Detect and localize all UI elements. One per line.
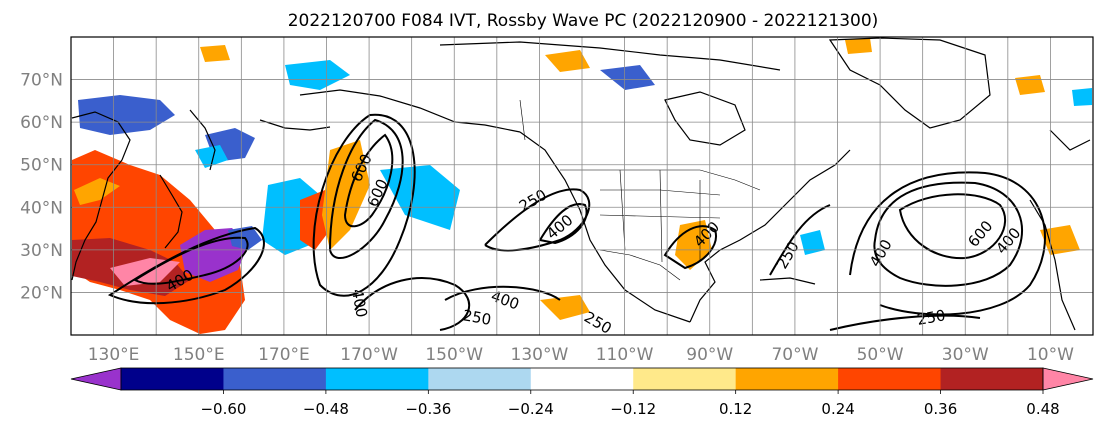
contour-atlantic-inner xyxy=(898,193,1006,260)
lat-tick-label: 70°N xyxy=(20,71,63,91)
contour-west-pacific-outer xyxy=(107,226,265,305)
shade-orange-sahara xyxy=(1040,225,1080,255)
lon-tick-label: 90°W xyxy=(686,345,733,365)
lon-tick-label: 10°W xyxy=(1027,345,1074,365)
ivt-shading xyxy=(72,38,1092,334)
lat-tick-label: 30°N xyxy=(20,241,63,261)
lon-tick-label: 70°W xyxy=(771,345,818,365)
political-borders xyxy=(519,99,761,281)
coast-europe xyxy=(1049,129,1091,151)
coast-arctic-islands xyxy=(439,41,781,71)
map-panel: 600 600 400 400 250 400 250 400 250 400 … xyxy=(70,36,1094,338)
shade-cyan-canada-north xyxy=(285,60,350,90)
contour-east-pacific-b xyxy=(444,285,561,301)
shade-cyan-europe xyxy=(1072,88,1092,106)
lat-tick-label: 50°N xyxy=(20,156,63,176)
shade-cyan-kamchatka xyxy=(195,145,228,168)
colorbar-tick-label: −0.24 xyxy=(508,400,554,418)
lon-tick-label: 110°W xyxy=(596,345,654,365)
colorbar-extend-high xyxy=(1042,367,1094,391)
coast-kamchatka xyxy=(189,109,216,171)
border-us-canada xyxy=(560,169,761,191)
colorbar-tick-label: −0.36 xyxy=(405,400,451,418)
colorbar-segment xyxy=(121,368,224,390)
lat-tick-label: 60°N xyxy=(20,113,63,133)
shade-orange-dateline xyxy=(322,140,370,250)
colorbar-tick-label: 0.36 xyxy=(924,400,957,418)
coast-alaska xyxy=(299,89,521,133)
lon-tick-label: 30°W xyxy=(942,345,989,365)
coast-north-america-west xyxy=(519,131,691,323)
shade-blue-arctic xyxy=(600,65,655,90)
coast-hudson xyxy=(664,91,746,146)
colorbar-segment xyxy=(223,368,327,390)
colorbar-frame xyxy=(120,367,1044,391)
shade-cyan-atlantic xyxy=(800,230,825,255)
colorbar-segment xyxy=(735,368,839,390)
coast-japan xyxy=(159,174,183,249)
shade-orange-east-pacific xyxy=(540,295,590,320)
border-alaska-canada xyxy=(519,99,526,141)
colorbar-tick-label: −0.48 xyxy=(303,400,349,418)
latitude-tick-labels: 70°N 60°N 50°N 40°N 30°N 20°N xyxy=(20,71,63,304)
map-frame xyxy=(70,36,1094,336)
lon-tick-label: 50°W xyxy=(857,345,904,365)
colorbar-tick-label: −0.60 xyxy=(200,400,246,418)
colorbar-segment xyxy=(325,368,429,390)
coast-aleutians xyxy=(259,119,331,131)
contour-dateline-outer xyxy=(312,113,416,297)
coast-caribbean xyxy=(759,277,816,285)
colorbar-segment xyxy=(838,368,942,390)
lon-tick-label: 170°W xyxy=(340,345,398,365)
contour-label: 250 xyxy=(916,306,947,329)
lat-tick-label: 20°N xyxy=(20,283,63,303)
shade-orange-alaska xyxy=(200,45,230,62)
contour-label: 400 xyxy=(348,288,371,319)
shade-orange-arctic xyxy=(545,50,590,72)
coast-asia xyxy=(71,111,131,281)
contour-east-pacific-a xyxy=(354,277,471,331)
colorbar-tick-label: 0.24 xyxy=(821,400,854,418)
coast-africa xyxy=(1029,199,1076,331)
lon-tick-label: 130°W xyxy=(511,345,569,365)
coast-greenland xyxy=(828,37,991,129)
colorbar-segment xyxy=(530,368,634,390)
longitude-tick-labels: 130°E 150°E 170°E 170°W 150°W 130°W 110°W 90°W 7… xyxy=(88,345,1074,365)
lon-tick-label: 170°E xyxy=(258,345,310,365)
border-us-mexico xyxy=(599,249,681,281)
colorbar-tick-label: −0.12 xyxy=(610,400,656,418)
colorbar-tick-label: 0.48 xyxy=(1026,400,1059,418)
graticule xyxy=(71,37,1093,335)
contour-gulf-alaska-400 xyxy=(538,203,588,245)
contour-label: 250 xyxy=(461,306,492,329)
contour-atlantic-west xyxy=(769,204,831,276)
colorbar-extend-low xyxy=(70,367,122,391)
shade-red-west-pacific xyxy=(72,150,245,334)
shade-orange-west-pacific xyxy=(74,178,120,205)
colorbar: −0.60 −0.48 −0.36 −0.24 −0.12 0.12 0.24 0.36 0.4… xyxy=(70,367,1094,418)
lon-tick-label: 150°W xyxy=(425,345,483,365)
chart-title: 2022120700 F084 IVT, Rossby Wave PC (202… xyxy=(288,11,879,31)
shade-orange-greenland xyxy=(845,38,872,54)
border-us-states xyxy=(599,169,721,263)
lon-tick-label: 150°E xyxy=(173,345,225,365)
shade-orange-atlantic-east xyxy=(1015,75,1045,95)
colorbar-segment xyxy=(940,368,1044,390)
shade-blue-north-asia xyxy=(78,95,175,135)
contour-central-us xyxy=(663,225,717,270)
lat-tick-label: 40°N xyxy=(20,198,63,218)
lon-tick-label: 130°E xyxy=(88,345,140,365)
colorbar-segment xyxy=(633,368,737,390)
colorbar-tick-label: 0.12 xyxy=(719,400,752,418)
colorbar-segment xyxy=(428,368,532,390)
